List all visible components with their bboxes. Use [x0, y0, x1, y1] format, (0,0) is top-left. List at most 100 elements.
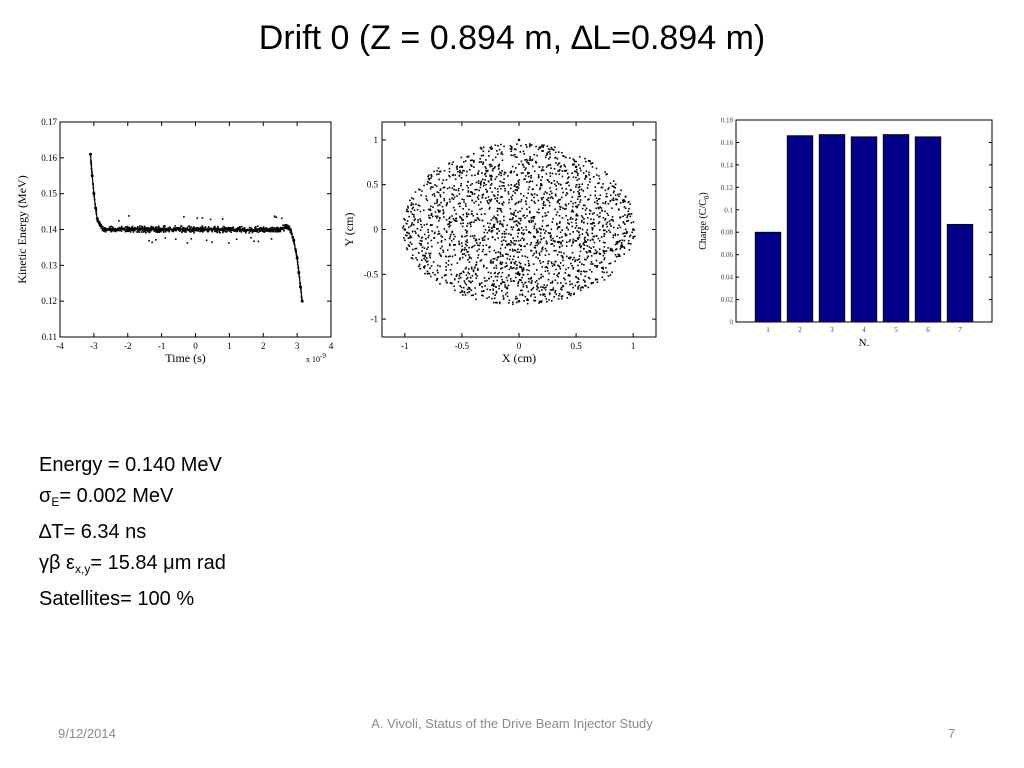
particle-point — [471, 191, 474, 194]
particle-point — [512, 226, 515, 229]
particle-point — [524, 159, 526, 161]
particle-point — [290, 232, 293, 234]
particle-point — [572, 240, 574, 243]
particle-point — [474, 174, 476, 177]
particle-point — [428, 182, 431, 184]
particle-point — [552, 218, 554, 220]
particle-point — [525, 197, 528, 199]
particle-point — [513, 261, 515, 264]
particle-point — [549, 235, 552, 238]
particle-point — [190, 230, 192, 233]
particle-point — [490, 174, 493, 177]
particle-point — [536, 288, 538, 291]
particle-point — [128, 230, 130, 233]
particle-point — [504, 187, 506, 190]
particle-point — [570, 216, 572, 219]
particle-point — [97, 218, 99, 221]
particle-point — [514, 203, 516, 206]
particle-point — [510, 241, 512, 244]
particle-point — [443, 199, 446, 202]
x-tick-label: 0 — [517, 341, 522, 351]
particle-point — [572, 266, 575, 269]
particle-point — [499, 196, 502, 199]
particle-point — [435, 185, 438, 187]
particle-point — [468, 208, 470, 211]
particle-point — [595, 234, 598, 237]
particle-point — [473, 152, 475, 155]
particle-point — [229, 228, 231, 230]
particle-point — [578, 183, 581, 186]
particle-point — [615, 241, 618, 243]
particle-point — [575, 222, 577, 224]
particle-point — [510, 150, 512, 153]
particle-point — [539, 294, 542, 296]
y-tick-label: 0.17 — [41, 117, 57, 127]
particle-point — [468, 291, 471, 293]
particle-point — [549, 175, 552, 177]
particle-point — [579, 243, 581, 246]
particle-point — [541, 247, 543, 250]
particle-point — [542, 293, 544, 295]
particle-point — [462, 219, 464, 221]
particle-point — [468, 287, 471, 289]
particle-point — [427, 181, 429, 183]
particle-point — [437, 209, 440, 211]
particle-point — [469, 280, 471, 283]
particle-point — [577, 203, 580, 206]
particle-point — [118, 226, 121, 229]
particle-point — [598, 207, 600, 210]
particle-point — [537, 286, 540, 289]
particle-point — [598, 175, 600, 177]
particle-point — [273, 228, 276, 231]
particle-point — [577, 286, 579, 288]
particle-point — [114, 230, 117, 233]
particle-point — [574, 284, 577, 287]
particle-point — [565, 156, 567, 159]
particle-point — [619, 193, 621, 195]
particle-point — [425, 252, 427, 255]
particle-point — [602, 202, 604, 204]
particle-point — [480, 161, 482, 163]
particle-point — [505, 253, 508, 255]
particle-point — [551, 262, 553, 265]
particle-point — [140, 228, 142, 231]
particle-point — [621, 239, 624, 242]
particle-point — [578, 234, 581, 236]
particle-point — [491, 165, 493, 167]
particle-point — [481, 196, 484, 199]
particle-point — [115, 228, 118, 231]
y-tick-label: 0.13 — [41, 260, 57, 270]
particle-point — [426, 223, 428, 226]
particle-point — [266, 227, 268, 230]
particle-point — [576, 179, 579, 182]
particle-point — [516, 297, 519, 300]
particle-point — [120, 228, 122, 231]
particle-point — [419, 267, 422, 270]
particle-point — [510, 226, 513, 228]
particle-point — [511, 228, 514, 231]
particle-point — [275, 228, 277, 231]
particle-point — [586, 233, 589, 235]
particle-point — [594, 249, 597, 252]
particle-point — [460, 272, 463, 275]
particle-point — [534, 296, 536, 299]
particle-point — [443, 228, 446, 230]
particle-point — [560, 165, 562, 167]
particle-point — [411, 254, 414, 256]
particle-point — [143, 228, 145, 230]
particle-point — [485, 169, 487, 172]
particle-point — [103, 229, 106, 231]
particle-point — [513, 249, 516, 251]
particle-point — [572, 191, 575, 193]
particle-point — [566, 291, 569, 294]
particle-point — [492, 258, 495, 260]
particle-point — [529, 158, 531, 160]
particle-point — [478, 219, 481, 221]
particle-point — [174, 225, 176, 227]
particle-point — [473, 166, 475, 168]
particle-point — [581, 286, 583, 288]
x-scale-note: x 10-9 — [306, 352, 326, 364]
particle-point — [520, 266, 523, 269]
particle-point — [524, 217, 526, 219]
particle-point — [191, 227, 194, 229]
